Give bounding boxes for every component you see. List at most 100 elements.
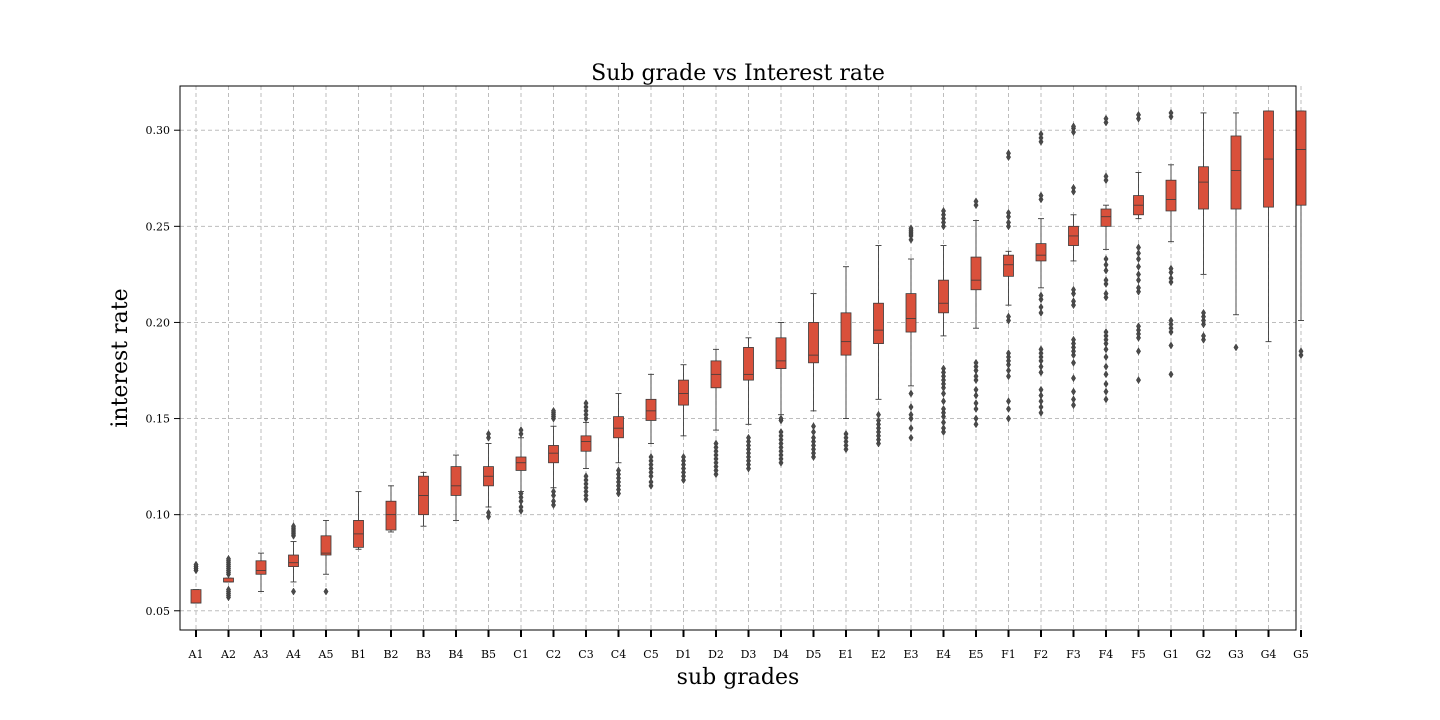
x-tick-label: A3 <box>253 648 269 661</box>
axis-layer: 0.05 0.10 0.15 0.20 0.25 0.30 A1 A2 A3 A4 A5 B1 B2 B3… <box>146 124 1309 661</box>
outlier-point <box>1168 274 1174 283</box>
box-iqr <box>288 554 299 567</box>
x-tick-label: D2 <box>708 648 724 661</box>
box-f3 <box>1068 122 1079 410</box>
box-iqr <box>320 535 332 556</box>
box-b1 <box>353 491 364 550</box>
outlier-point <box>616 466 621 475</box>
outlier-point <box>1103 387 1109 396</box>
outlier-point <box>1136 110 1141 119</box>
box-iqr <box>840 312 852 356</box>
outlier-point <box>1168 108 1174 117</box>
outlier-point <box>1038 397 1044 406</box>
outlier-point <box>1168 370 1174 379</box>
outlier-point <box>811 428 816 436</box>
outlier-point <box>648 478 654 486</box>
box-iqr <box>1198 166 1209 210</box>
outlier-point <box>908 403 914 411</box>
outlier-point <box>1136 322 1141 331</box>
box-c1 <box>515 426 527 515</box>
box-c5 <box>645 373 657 490</box>
outlier-point <box>681 453 686 461</box>
box-d4 <box>775 321 787 467</box>
y-axis-label: interest rate <box>108 288 133 427</box>
outlier-point <box>1103 276 1109 285</box>
outlier-point <box>941 397 946 406</box>
x-tick-label: D5 <box>806 648 822 661</box>
outlier-point <box>811 422 816 431</box>
box-f1 <box>1003 149 1014 423</box>
outlier-point <box>941 364 946 373</box>
outlier-point <box>1038 385 1044 394</box>
box-iqr <box>678 379 689 406</box>
box-iqr <box>515 456 527 471</box>
outlier-point <box>1168 316 1174 325</box>
outlier-point <box>973 372 979 381</box>
outlier-point <box>973 391 979 400</box>
box-iqr <box>613 416 624 439</box>
x-axis-label: sub grades <box>677 665 800 690</box>
outlier-point <box>1038 368 1044 377</box>
box-iqr <box>385 500 397 531</box>
outlier-point <box>1071 401 1076 410</box>
x-tick-label: E3 <box>903 648 918 661</box>
outlier-point <box>1103 345 1109 354</box>
box-e3 <box>905 224 917 442</box>
box-iqr <box>938 279 949 314</box>
outlier-point <box>1103 328 1109 337</box>
box-f4 <box>1100 114 1112 404</box>
outlier-point <box>973 385 979 394</box>
outlier-point <box>1006 366 1011 375</box>
outlier-point <box>973 399 979 408</box>
box-layer <box>190 108 1307 604</box>
x-tick-label: C2 <box>546 648 561 661</box>
box-iqr <box>1035 243 1047 262</box>
box-d1 <box>678 364 689 485</box>
y-tick-label: 0.05 <box>146 605 171 618</box>
outlier-point <box>1103 379 1109 388</box>
outlier-point <box>518 489 524 498</box>
outlier-point <box>843 429 849 438</box>
box-b5 <box>483 429 494 521</box>
box-iqr <box>743 347 754 381</box>
box-b3 <box>418 471 429 527</box>
outlier-point <box>518 426 524 435</box>
outlier-point <box>941 424 946 433</box>
outlier-point <box>518 503 524 511</box>
x-tick-label: F5 <box>1131 648 1146 661</box>
outlier-point <box>941 418 946 427</box>
outlier-point <box>323 587 329 596</box>
outlier-point <box>973 404 979 413</box>
x-tick-label: D3 <box>741 648 757 661</box>
box-iqr <box>1295 110 1307 206</box>
outlier-point <box>1038 130 1044 139</box>
box-g4 <box>1263 110 1274 343</box>
box-c4 <box>613 393 624 498</box>
outlier-point <box>876 416 881 425</box>
outlier-point <box>973 414 979 423</box>
chart-title: Sub grade vs Interest rate <box>591 61 885 86</box>
outlier-point <box>1006 414 1011 423</box>
outlier-point <box>1006 218 1011 227</box>
outlier-point <box>648 453 654 461</box>
box-b4 <box>450 454 462 521</box>
box-e1 <box>840 266 852 454</box>
outlier-point <box>1038 303 1044 312</box>
outlier-point <box>551 497 556 506</box>
box-iqr <box>1165 179 1177 212</box>
box-d2 <box>710 348 722 479</box>
outlier-point <box>1136 283 1141 292</box>
outlier-point <box>1071 358 1076 367</box>
x-tick-label: E2 <box>871 648 886 661</box>
outlier-point <box>1136 270 1141 279</box>
outlier-point <box>1038 403 1044 411</box>
y-tick-label: 0.10 <box>146 509 171 522</box>
outlier-point <box>1136 376 1141 385</box>
box-a1 <box>190 560 202 604</box>
outlier-point <box>291 522 296 531</box>
outlier-point <box>1201 331 1206 340</box>
outlier-point <box>1006 149 1011 158</box>
box-iqr <box>1100 208 1112 227</box>
